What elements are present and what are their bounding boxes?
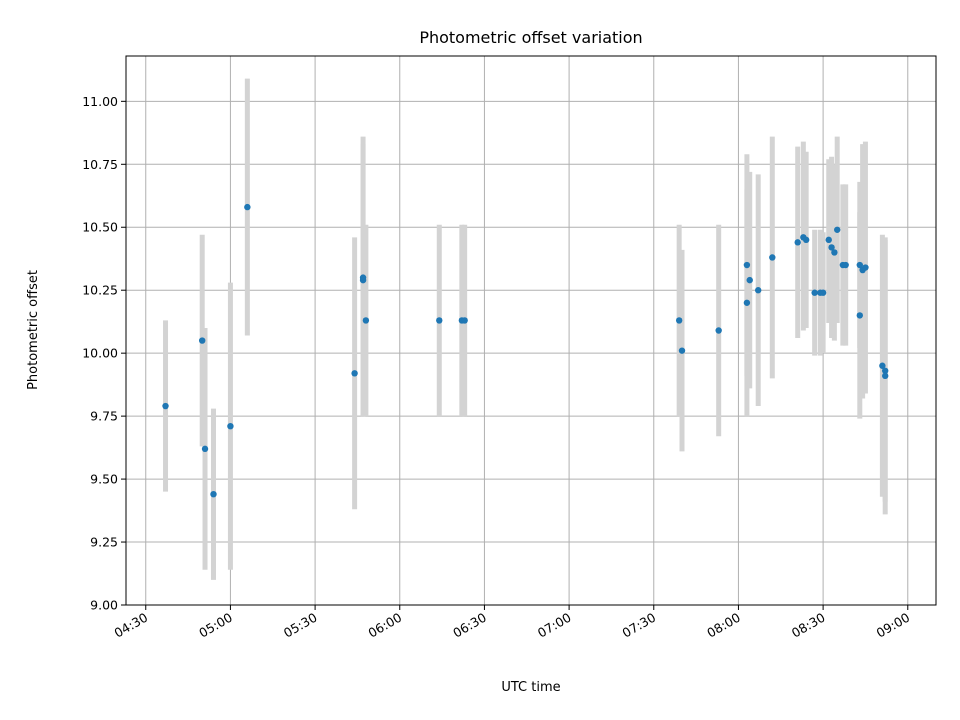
x-tick-label: 05:00 bbox=[196, 610, 235, 641]
data-point bbox=[351, 370, 358, 377]
data-point bbox=[244, 203, 251, 211]
data-point bbox=[746, 276, 753, 284]
data-point bbox=[675, 317, 683, 324]
chart-title: Photometric offset variation bbox=[419, 28, 642, 47]
x-tick-label: 06:00 bbox=[366, 610, 405, 641]
x-tick-label: 06:30 bbox=[450, 610, 489, 641]
data-point bbox=[359, 274, 367, 281]
x-tick-label: 07:30 bbox=[620, 610, 659, 641]
data-point bbox=[881, 372, 889, 380]
data-point bbox=[828, 244, 835, 251]
data-point bbox=[210, 490, 217, 498]
data-point bbox=[831, 249, 838, 256]
y-tick-label: 9.75 bbox=[90, 409, 118, 424]
y-tick-label: 9.00 bbox=[90, 598, 118, 613]
data-point bbox=[162, 402, 169, 410]
y-tick-label: 10.50 bbox=[82, 220, 118, 235]
data-point bbox=[362, 317, 370, 324]
x-tick-label: 08:00 bbox=[704, 610, 743, 641]
data-point bbox=[842, 261, 849, 269]
data-point bbox=[715, 327, 722, 334]
error-bars bbox=[163, 78, 888, 580]
y-tick-label: 9.50 bbox=[90, 472, 118, 487]
data-point bbox=[678, 347, 686, 354]
data-point bbox=[819, 289, 827, 296]
data-point bbox=[227, 422, 234, 430]
data-point bbox=[879, 362, 886, 369]
data-point bbox=[862, 264, 869, 271]
y-tick-label: 10.25 bbox=[82, 283, 118, 298]
data-point bbox=[743, 261, 751, 269]
x-tick-label: 04:30 bbox=[112, 610, 151, 641]
data-point bbox=[802, 236, 810, 244]
data-point bbox=[199, 337, 206, 344]
data-point bbox=[743, 299, 751, 306]
data-point bbox=[881, 367, 889, 374]
data-point bbox=[754, 287, 762, 294]
x-tick-label: 05:30 bbox=[281, 610, 320, 641]
data-point bbox=[811, 289, 818, 296]
y-tick-label: 10.75 bbox=[82, 157, 118, 172]
x-tick-label: 08:30 bbox=[789, 610, 828, 641]
plot-frame bbox=[125, 55, 937, 606]
x-tick-label: 09:00 bbox=[874, 610, 913, 641]
data-points bbox=[162, 203, 889, 498]
y-tick-label: 9.25 bbox=[90, 535, 118, 550]
data-point bbox=[794, 239, 801, 246]
data-point bbox=[834, 226, 841, 233]
data-point bbox=[825, 236, 832, 244]
data-point bbox=[769, 254, 776, 261]
data-point bbox=[856, 312, 863, 319]
y-tick-label: 10.00 bbox=[82, 346, 118, 361]
data-point bbox=[461, 317, 468, 324]
x-axis-label: UTC time bbox=[501, 680, 560, 695]
x-tick-label: 07:00 bbox=[535, 610, 574, 641]
data-point bbox=[856, 261, 863, 269]
y-axis-label: Photometric offset bbox=[26, 270, 41, 390]
data-point bbox=[201, 445, 209, 453]
data-point bbox=[436, 317, 443, 324]
y-tick-label: 11.00 bbox=[82, 94, 118, 109]
